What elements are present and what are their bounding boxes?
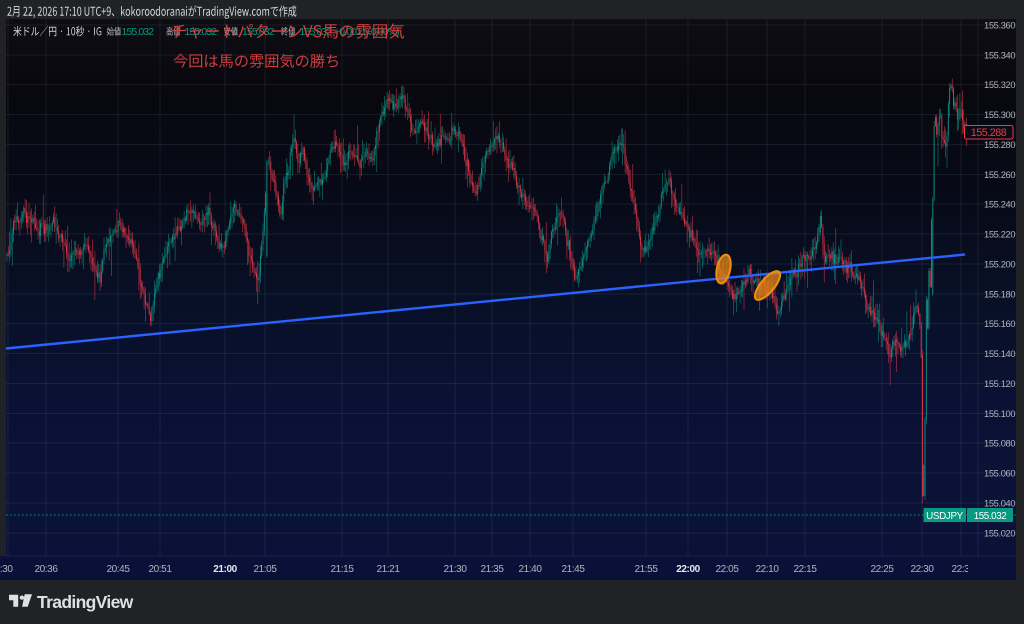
svg-text:22:05: 22:05 bbox=[715, 564, 739, 575]
svg-text:155.360: 155.360 bbox=[984, 20, 1015, 30]
svg-text:22:10: 22:10 bbox=[755, 564, 779, 575]
svg-text:155.160: 155.160 bbox=[984, 319, 1015, 329]
svg-text:22:15: 22:15 bbox=[793, 564, 817, 575]
svg-text:155.100: 155.100 bbox=[984, 409, 1015, 419]
svg-text:22:25: 22:25 bbox=[870, 564, 894, 575]
svg-text:155.288: 155.288 bbox=[971, 127, 1007, 139]
svg-text:155.260: 155.260 bbox=[984, 170, 1015, 180]
svg-text:155.180: 155.180 bbox=[984, 289, 1015, 299]
svg-text:20:51: 20:51 bbox=[148, 564, 172, 575]
svg-text:155.032: 155.032 bbox=[122, 26, 155, 38]
svg-text:20:30: 20:30 bbox=[0, 564, 13, 575]
svg-text:155.080: 155.080 bbox=[984, 439, 1015, 449]
svg-text:155.140: 155.140 bbox=[984, 349, 1015, 359]
svg-text:155.120: 155.120 bbox=[984, 379, 1015, 389]
svg-text:155.032: 155.032 bbox=[185, 26, 218, 38]
svg-text:TradingView: TradingView bbox=[37, 592, 134, 612]
svg-text:155.340: 155.340 bbox=[984, 50, 1015, 60]
svg-text:155.240: 155.240 bbox=[984, 200, 1015, 210]
svg-text:USDJPY: USDJPY bbox=[926, 511, 964, 522]
svg-text:155.020: 155.020 bbox=[984, 528, 1015, 538]
svg-text:22:00: 22:00 bbox=[676, 564, 700, 575]
svg-text:21:15: 21:15 bbox=[330, 564, 354, 575]
svg-text:155.032: 155.032 bbox=[974, 511, 1007, 522]
svg-text:155.040: 155.040 bbox=[984, 499, 1015, 509]
svg-text:21:05: 21:05 bbox=[253, 564, 277, 575]
svg-text:21:35: 21:35 bbox=[480, 564, 504, 575]
svg-text:21:30: 21:30 bbox=[443, 564, 467, 575]
svg-text:155.300: 155.300 bbox=[984, 110, 1015, 120]
svg-text:21:45: 21:45 bbox=[561, 564, 585, 575]
svg-text:22:30: 22:30 bbox=[910, 564, 934, 575]
svg-text:20:45: 20:45 bbox=[106, 564, 130, 575]
svg-text:155.220: 155.220 bbox=[984, 230, 1015, 240]
svg-text:21:00: 21:00 bbox=[213, 564, 237, 575]
svg-text:155.060: 155.060 bbox=[984, 469, 1015, 479]
svg-text:22:36: 22:36 bbox=[951, 564, 975, 575]
svg-text:155.032: 155.032 bbox=[242, 26, 275, 38]
svg-text:155.200: 155.200 bbox=[984, 259, 1015, 269]
svg-text:21:21: 21:21 bbox=[376, 564, 400, 575]
svg-text:155.320: 155.320 bbox=[984, 80, 1015, 90]
svg-text:155.280: 155.280 bbox=[984, 140, 1015, 150]
svg-text:21:40: 21:40 bbox=[518, 564, 542, 575]
svg-text:21:55: 21:55 bbox=[634, 564, 658, 575]
svg-text:20:36: 20:36 bbox=[34, 564, 58, 575]
